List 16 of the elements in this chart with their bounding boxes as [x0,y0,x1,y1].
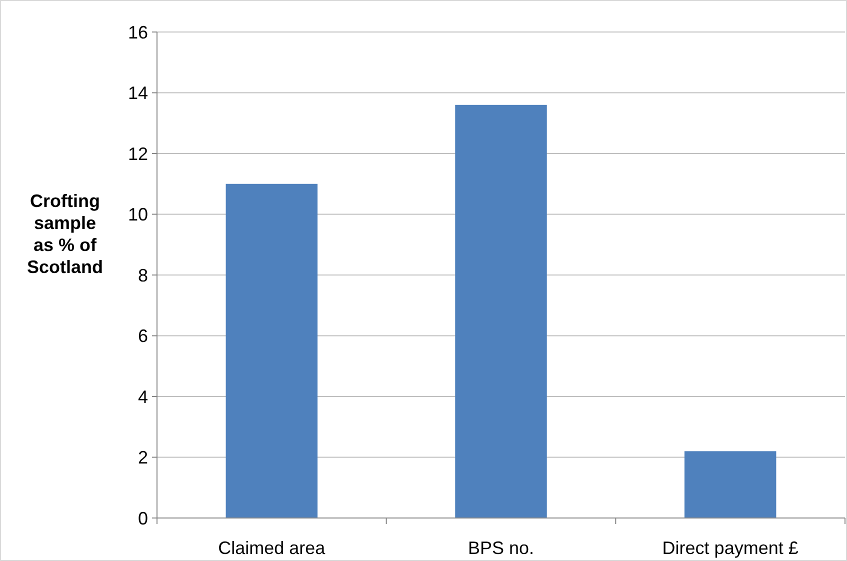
bar [684,451,776,518]
y-tick-label: 2 [138,448,148,468]
y-tick-label: 10 [128,204,148,225]
y-tick-label: 8 [138,265,148,286]
y-tick-label: 0 [138,508,148,528]
y-tick-label: 12 [128,144,148,164]
x-tick-label: Claimed area [218,538,326,558]
x-tick-label: BPS no. [468,538,534,558]
y-tick-label: 6 [138,326,148,346]
x-tick-label: Direct payment £ [662,538,798,558]
y-tick-label: 16 [128,22,148,42]
y-tick-label: 14 [128,83,148,104]
y-tick-label: 4 [138,386,148,407]
y-axis-title: Crofting sample as % of Scotland [26,191,104,277]
bar [226,184,318,518]
bar [455,104,547,518]
